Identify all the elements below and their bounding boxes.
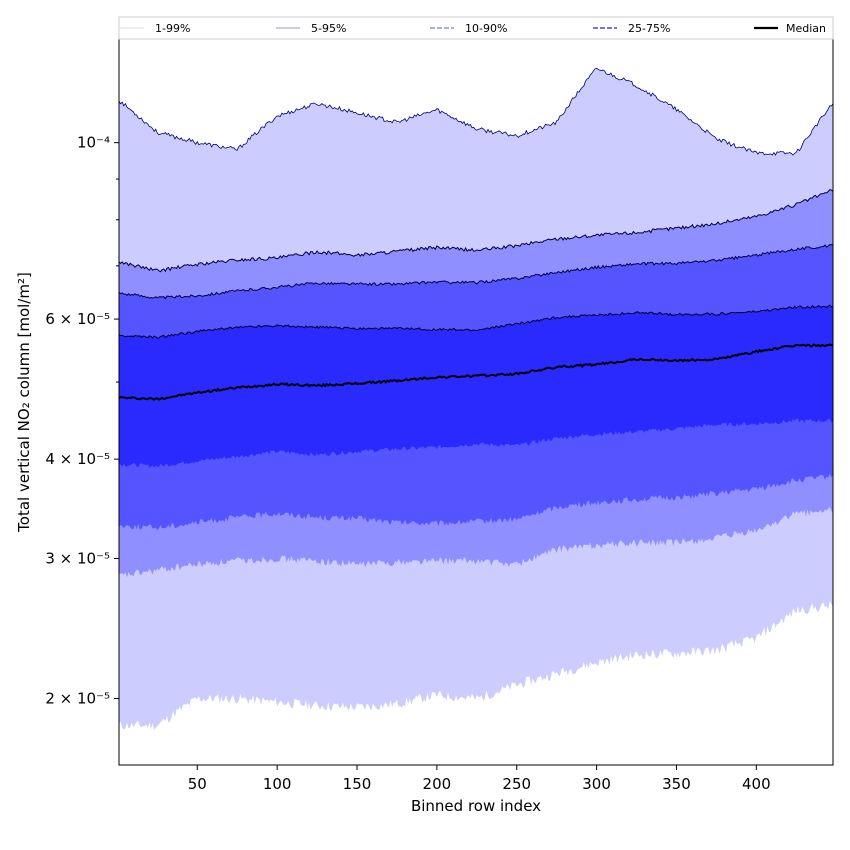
x-axis-label: Binned row index	[411, 797, 541, 815]
upper-line-1-99	[119, 67, 833, 156]
legend-label: 5-95%	[311, 22, 346, 35]
x-tick-label: 350	[662, 775, 691, 793]
y-axis-label: Total vertical NO₂ column [mol/m²]	[15, 272, 33, 533]
x-tick-label: 300	[582, 775, 611, 793]
legend-label: 1-99%	[155, 22, 190, 35]
x-tick-label: 150	[343, 775, 372, 793]
y-tick-label: 6 × 10⁻⁵	[45, 310, 110, 328]
legend-label: Median	[786, 22, 826, 35]
x-tick-label: 200	[423, 775, 452, 793]
band-25-75	[119, 305, 833, 468]
x-tick-label: 250	[502, 775, 531, 793]
median-line	[119, 343, 833, 401]
y-ticks: 2 × 10⁻⁵ 3 × 10⁻⁵ 4 × 10⁻⁵ 6 × 10⁻⁵ 10⁻⁴	[45, 134, 119, 708]
upper-line-5-95	[119, 189, 833, 273]
upper-line-25-75	[119, 304, 833, 339]
legend-label: 25-75%	[628, 22, 670, 35]
x-tick-label: 400	[742, 775, 771, 793]
y-tick-label: 3 × 10⁻⁵	[45, 550, 110, 568]
x-tick-label: 50	[188, 775, 207, 793]
plot-area	[119, 67, 833, 731]
x-tick-label: 100	[263, 775, 292, 793]
upper-line-10-90	[119, 244, 833, 300]
y-tick-label: 10⁻⁴	[77, 134, 110, 152]
y-tick-label: 4 × 10⁻⁵	[45, 450, 110, 468]
y-tick-label: 2 × 10⁻⁵	[45, 690, 110, 708]
legend-frame	[118, 16, 834, 40]
legend: 1-99% 5-95% 10-90% 25-75% Median	[118, 16, 834, 40]
legend-label: 10-90%	[465, 22, 507, 35]
legend-items: 1-99% 5-95% 10-90% 25-75% Median	[120, 22, 826, 35]
x-ticks: 50 100 150 200 250 300 350 400	[188, 765, 771, 793]
